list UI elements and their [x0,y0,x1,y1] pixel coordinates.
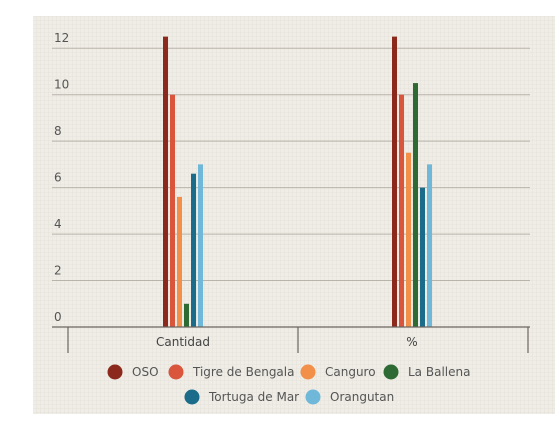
bar-tigre-de-bengala-0 [170,94,175,327]
bars [163,36,432,327]
bar-canguro-1 [406,152,411,327]
legend-swatch [305,389,321,405]
legend-swatch [383,364,399,380]
bar-la-ballena-0 [184,303,189,327]
bar-orangutan-1 [427,164,432,327]
y-tick-label: 2 [54,264,62,278]
y-tick-label: 4 [54,217,62,231]
bar-canguro-0 [177,196,182,327]
legend-label: Tigre de Bengala [192,365,294,379]
legend: OSO Tigre de Bengala Canguro La Ballena Tort… [107,364,470,405]
bar-tortuga-de-mar-0 [191,173,196,327]
x-axis: Cantidad% [52,326,530,353]
legend-label: OSO [132,365,159,379]
y-tick-label: 10 [54,78,69,92]
y-tick-label: 6 [54,171,62,185]
legend-label: Tortuga de Mar [208,390,299,404]
legend-swatch [300,364,316,380]
bar-tortuga-de-mar-1 [420,187,425,327]
legend-swatch [168,364,184,380]
y-tick-label: 8 [54,124,62,138]
legend-label: Orangutan [330,390,394,404]
legend-swatch [107,364,123,380]
y-tick-label: 12 [54,31,69,45]
y-tick-label: 0 [54,310,62,324]
bar-tigre-de-bengala-1 [399,94,404,327]
bar-la-ballena-1 [413,83,418,327]
y-axis-ticks: 0 2 4 6 8 10 12 [54,31,69,324]
gridlines [52,47,530,282]
legend-swatch [184,389,200,405]
bar-oso-1 [392,36,397,327]
legend-label: Canguro [325,365,376,379]
plot-background [33,16,555,414]
legend-label: La Ballena [408,365,470,379]
bar-orangutan-0 [198,164,203,327]
bar-oso-0 [163,36,168,327]
x-category-label: Cantidad [156,335,210,349]
x-category-label: % [406,335,417,349]
